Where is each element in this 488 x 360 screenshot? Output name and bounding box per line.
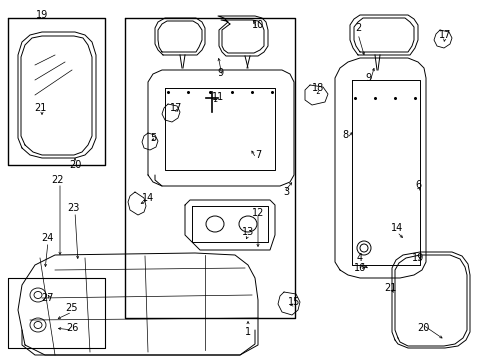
Text: 14: 14 [142, 193, 154, 203]
Text: 20: 20 [416, 323, 428, 333]
Text: 22: 22 [52, 175, 64, 185]
Text: 15: 15 [287, 297, 300, 307]
Text: 19: 19 [411, 253, 423, 263]
Text: 5: 5 [149, 133, 156, 143]
Text: 23: 23 [67, 203, 79, 213]
Text: 21: 21 [34, 103, 46, 113]
Text: 14: 14 [390, 223, 402, 233]
Text: 26: 26 [66, 323, 78, 333]
Text: 1: 1 [244, 327, 250, 337]
Text: 24: 24 [41, 233, 53, 243]
Text: 25: 25 [65, 303, 78, 313]
Text: 8: 8 [341, 130, 347, 140]
Text: 13: 13 [242, 227, 254, 237]
Text: 27: 27 [41, 293, 54, 303]
Text: 11: 11 [211, 92, 224, 102]
Text: 6: 6 [414, 180, 420, 190]
Text: 7: 7 [254, 150, 261, 160]
Text: 18: 18 [311, 83, 324, 93]
Text: 19: 19 [36, 10, 48, 20]
Text: 3: 3 [283, 187, 288, 197]
Text: 17: 17 [169, 103, 182, 113]
Text: 16: 16 [353, 263, 366, 273]
Text: 21: 21 [383, 283, 395, 293]
Text: 20: 20 [69, 160, 81, 170]
Text: 9: 9 [217, 68, 223, 78]
Text: 10: 10 [251, 20, 264, 30]
Text: 2: 2 [354, 23, 360, 33]
Text: 9: 9 [364, 73, 370, 83]
Text: 12: 12 [251, 208, 264, 218]
Text: 17: 17 [438, 30, 450, 40]
Text: 4: 4 [356, 253, 362, 263]
